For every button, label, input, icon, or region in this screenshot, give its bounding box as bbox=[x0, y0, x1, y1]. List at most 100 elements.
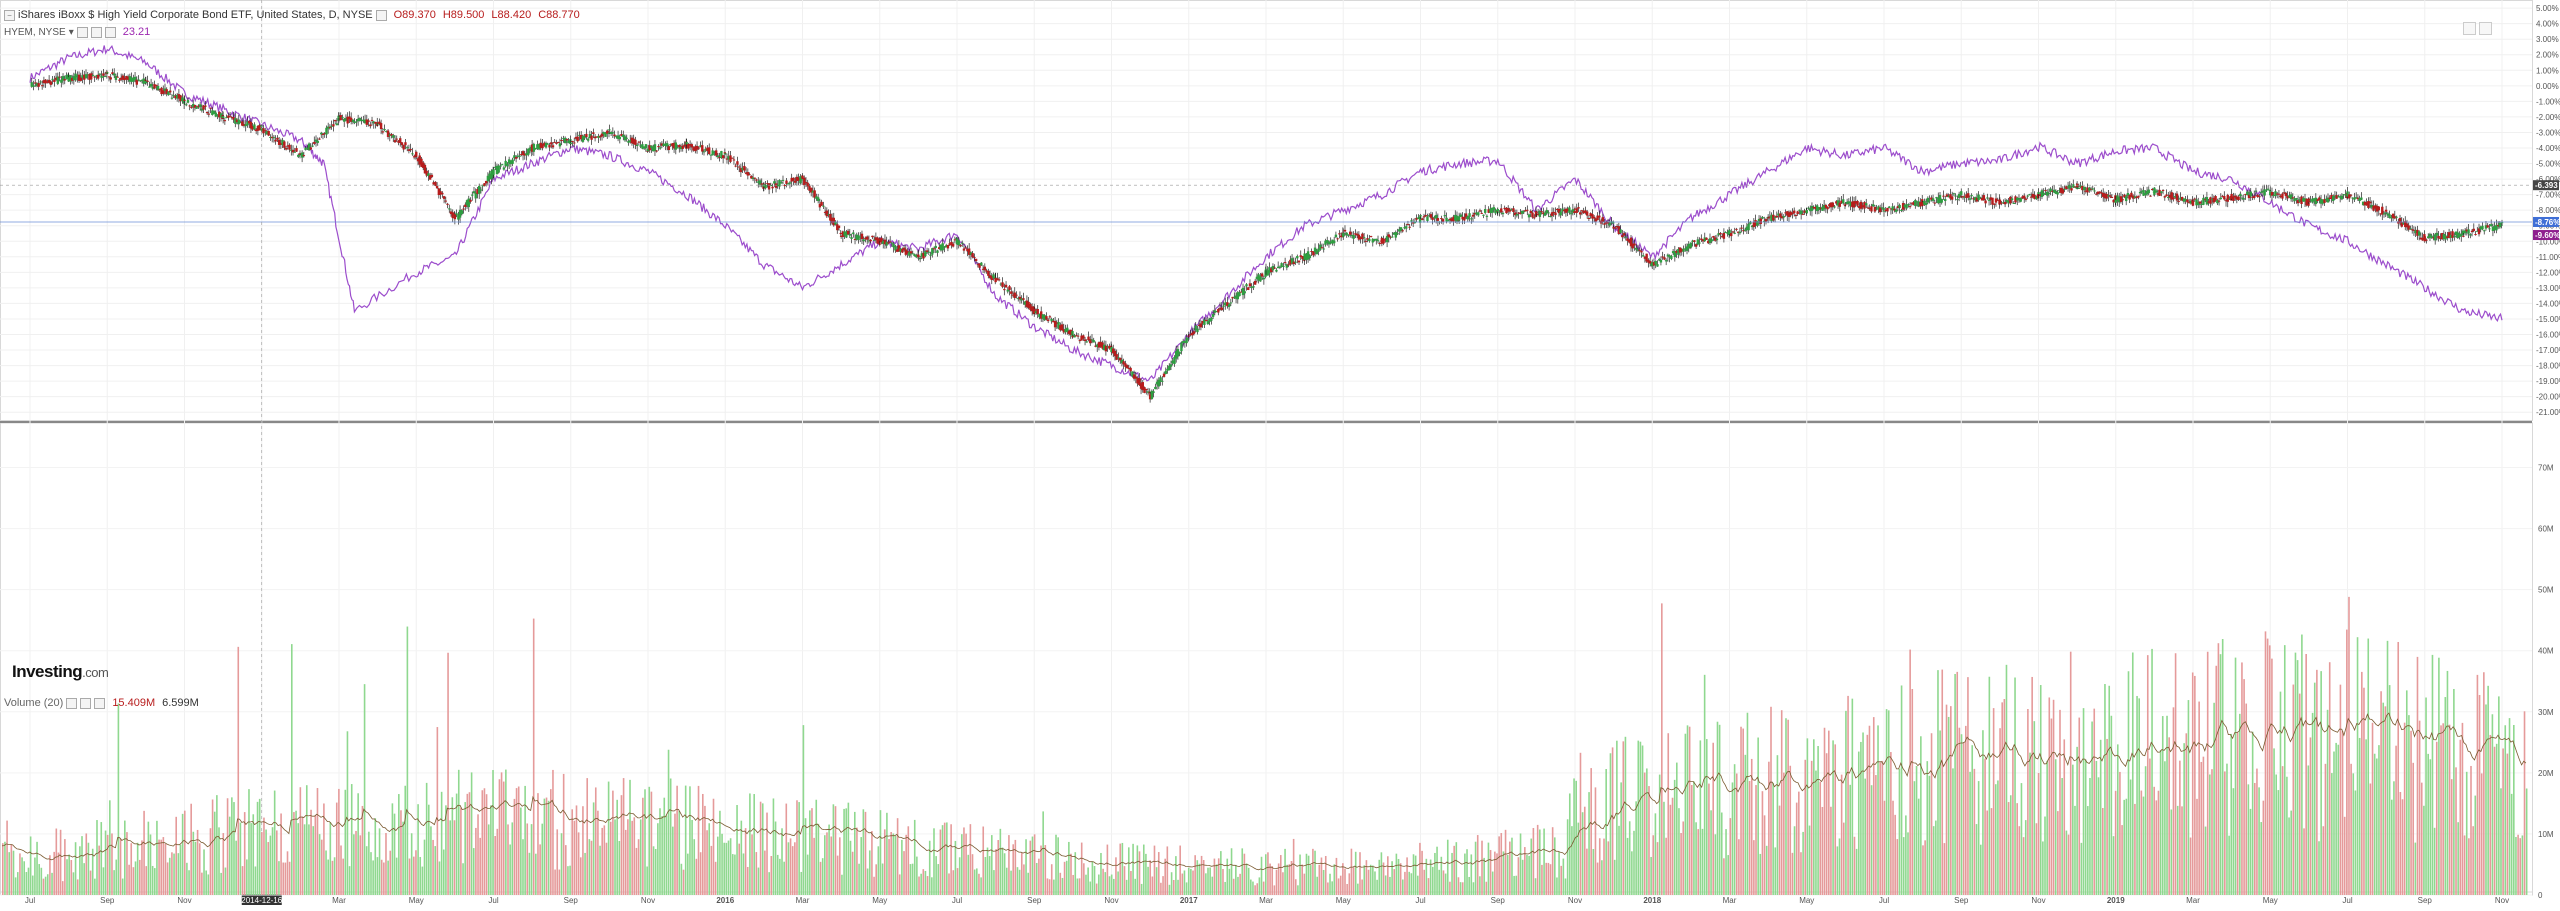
volume-bar bbox=[800, 871, 803, 895]
candle-body bbox=[1354, 233, 1357, 235]
volume-bar bbox=[535, 853, 537, 895]
candle-body bbox=[2253, 195, 2256, 198]
close-icon[interactable] bbox=[104, 26, 116, 38]
x-tick-label: May bbox=[1799, 896, 1814, 905]
candle-body bbox=[1714, 237, 1717, 241]
candle-body bbox=[1260, 273, 1264, 277]
candle-body bbox=[2095, 193, 2098, 195]
volume-bar bbox=[2275, 774, 2277, 895]
candle-body bbox=[2019, 198, 2022, 202]
volume-settings-icon[interactable] bbox=[80, 697, 92, 709]
volume-bar bbox=[631, 820, 633, 895]
volume-bar bbox=[571, 809, 574, 895]
candle-body bbox=[1204, 319, 1208, 321]
volume-bar bbox=[1624, 736, 1627, 895]
volume-bar bbox=[537, 793, 539, 895]
volume-bar bbox=[2296, 660, 2299, 895]
eye-icon-2[interactable] bbox=[90, 26, 102, 38]
eye-icon[interactable] bbox=[375, 9, 387, 21]
collapse-icon[interactable]: − bbox=[4, 9, 15, 21]
candle-body bbox=[1285, 264, 1289, 268]
candle-body bbox=[1139, 383, 1143, 389]
candle-body bbox=[1217, 309, 1220, 313]
candle-body bbox=[2088, 187, 2091, 191]
candle-body bbox=[179, 95, 182, 102]
candle-body bbox=[2249, 191, 2252, 197]
candle-body bbox=[1357, 234, 1361, 240]
volume-bar bbox=[145, 866, 148, 895]
candle-body bbox=[298, 153, 302, 156]
volume-bar bbox=[1461, 882, 1464, 895]
candle-body bbox=[353, 121, 356, 124]
candle-body bbox=[295, 148, 298, 152]
volume-bar bbox=[1324, 855, 1327, 895]
candle-body bbox=[750, 175, 753, 179]
candle-body bbox=[1836, 200, 1840, 206]
volume-eye-icon[interactable] bbox=[66, 697, 78, 709]
volume-bar bbox=[2356, 637, 2359, 895]
volume-bar bbox=[1607, 841, 1610, 895]
candle-body bbox=[920, 253, 924, 257]
candle-body bbox=[579, 134, 583, 140]
candle-body bbox=[2009, 196, 2012, 204]
volume-bar bbox=[19, 853, 21, 895]
volume-bar bbox=[749, 793, 751, 895]
pane-maximize-icon[interactable] bbox=[2479, 22, 2492, 35]
candle-body bbox=[1226, 302, 1229, 307]
volume-bar bbox=[2352, 773, 2355, 895]
candle-body bbox=[1410, 220, 1413, 222]
candle-body bbox=[650, 145, 653, 149]
candle-body bbox=[2458, 233, 2461, 237]
volume-bar bbox=[1294, 879, 1297, 895]
volume-bar bbox=[2076, 746, 2078, 895]
candle-body bbox=[230, 116, 234, 118]
candle-body bbox=[983, 266, 987, 271]
volume-bar bbox=[2324, 763, 2327, 895]
candle-body bbox=[1824, 204, 1828, 208]
candle-body bbox=[2118, 197, 2121, 203]
volume-bar bbox=[2450, 779, 2453, 895]
candle-body bbox=[2068, 184, 2071, 189]
candle-body bbox=[1643, 256, 1647, 259]
volume-bar bbox=[967, 854, 970, 895]
volume-close-icon[interactable] bbox=[94, 697, 106, 709]
volume-bar bbox=[1243, 853, 1246, 895]
settings-icon[interactable] bbox=[76, 26, 88, 38]
volume-bar bbox=[515, 788, 518, 895]
candle-body bbox=[1057, 322, 1060, 329]
candle-body bbox=[872, 239, 876, 241]
series-b-badge: -9.60% bbox=[2535, 231, 2560, 240]
volume-bar bbox=[1988, 676, 1991, 895]
volume-bar bbox=[1053, 879, 1055, 895]
volume-bar bbox=[1222, 869, 1224, 895]
volume-bar bbox=[1010, 870, 1012, 895]
candle-body bbox=[47, 79, 51, 83]
candle-body bbox=[63, 79, 66, 81]
candle-body bbox=[1566, 208, 1569, 212]
candle-body bbox=[2165, 194, 2168, 197]
volume-bar bbox=[2044, 816, 2046, 895]
candle-body bbox=[2307, 200, 2310, 206]
volume-bar bbox=[550, 789, 552, 895]
volume-bar bbox=[143, 810, 145, 895]
candle-body bbox=[174, 95, 177, 99]
pane-up-icon[interactable] bbox=[2463, 22, 2476, 35]
candle-body bbox=[177, 94, 181, 99]
candle-body bbox=[1582, 210, 1585, 214]
volume-bar bbox=[1789, 765, 1792, 895]
candle-body bbox=[1527, 214, 1531, 218]
candle-body bbox=[1066, 327, 1069, 333]
volume-bar bbox=[1712, 742, 1715, 895]
volume-bar bbox=[1205, 873, 1207, 895]
candle-body bbox=[1926, 197, 1930, 203]
candle-body bbox=[2428, 233, 2432, 237]
candle-body bbox=[2039, 194, 2042, 197]
volume-bar bbox=[1175, 856, 1177, 895]
volume-bar bbox=[1941, 669, 1944, 895]
compare-dropdown-icon[interactable]: ▾ bbox=[68, 26, 74, 38]
candle-body bbox=[1441, 219, 1445, 222]
candle-body bbox=[1355, 233, 1359, 236]
volume-bar bbox=[2358, 737, 2361, 895]
candle-body bbox=[1148, 394, 1152, 400]
